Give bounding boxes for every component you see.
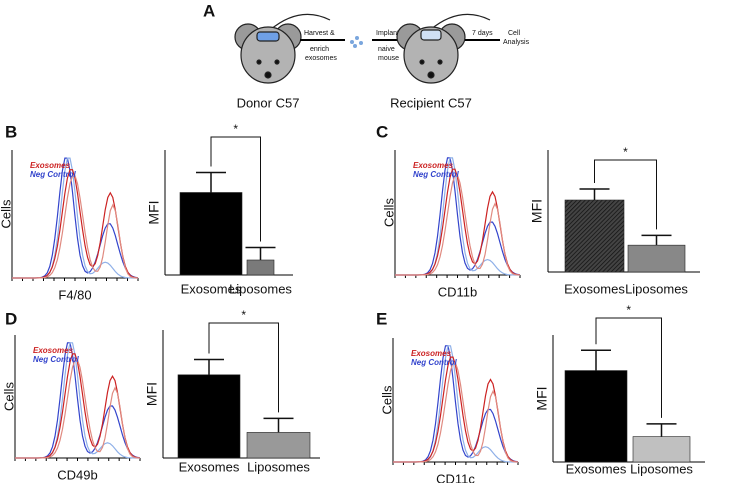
- y-axis-label: Cells: [1, 382, 16, 411]
- bar: [179, 192, 243, 276]
- step-text: mouse: [378, 55, 399, 62]
- step-text: exosomes: [305, 55, 337, 62]
- step-text: naive: [378, 46, 395, 53]
- significance-mark: *: [233, 122, 238, 136]
- significance-mark: *: [623, 145, 628, 159]
- donor-mouse: [234, 13, 331, 84]
- panel-label: D: [5, 309, 17, 328]
- histogram-curve: [12, 169, 139, 279]
- legend-label: Exosomes: [413, 161, 454, 170]
- significance-bracket: [595, 317, 662, 418]
- error-bar: [196, 171, 226, 193]
- error-bar: [194, 358, 224, 375]
- error-bar: [263, 417, 294, 433]
- bar: [177, 374, 241, 459]
- x-tick-label: Exosomes: [181, 281, 242, 296]
- x-axis-label: CD11b: [438, 284, 478, 299]
- bar: [627, 244, 686, 273]
- x-tick-label: Liposomes: [625, 281, 688, 296]
- step-text: Implant: [376, 30, 399, 37]
- legend-label: Exosomes: [411, 349, 452, 358]
- step-text: enrich: [310, 46, 329, 53]
- step-text: 7 days: [472, 30, 493, 37]
- legend-label: Neg Control: [33, 355, 80, 364]
- legend-label: Neg Control: [413, 170, 460, 179]
- x-axis-label: CD11c: [436, 471, 475, 483]
- bar: [246, 259, 275, 276]
- panel-label: C: [376, 122, 388, 141]
- mouse-label: Recipient C57: [390, 95, 472, 110]
- panel-label: B: [5, 122, 17, 141]
- y-axis-label: MFI: [146, 200, 162, 224]
- y-axis-label: MFI: [144, 382, 160, 406]
- significance-bracket: [208, 322, 279, 413]
- y-axis-label: MFI: [534, 386, 550, 410]
- histogram-curve: [15, 353, 141, 459]
- histogram-curve: [12, 175, 139, 279]
- panel-label: E: [376, 309, 387, 328]
- bar: [564, 199, 625, 273]
- x-tick-label: Liposomes: [630, 461, 693, 476]
- bar: [632, 436, 691, 463]
- y-axis-label: Cells: [0, 199, 13, 228]
- histogram-curve: [393, 356, 519, 463]
- legend-label: Exosomes: [30, 161, 71, 170]
- error-bar: [641, 234, 672, 246]
- y-axis-label: Cells: [381, 198, 396, 227]
- step-text: Analysis: [503, 39, 530, 46]
- x-tick-label: Liposomes: [247, 459, 310, 474]
- legend-label: Neg Control: [30, 170, 77, 179]
- x-tick-label: Exosomes: [564, 281, 625, 296]
- x-axis-label: CD49b: [57, 467, 97, 482]
- histogram-curve: [395, 174, 521, 276]
- x-tick-label: Exosomes: [566, 461, 627, 476]
- bar: [564, 370, 628, 463]
- y-axis-label: Cells: [379, 385, 394, 414]
- y-axis-label: MFI: [529, 199, 545, 223]
- x-axis-label: F4/80: [58, 287, 91, 302]
- panel-label: A: [203, 1, 215, 20]
- error-bar: [579, 188, 610, 201]
- error-bar: [245, 246, 276, 260]
- significance-mark: *: [626, 303, 631, 317]
- significance-bracket: [594, 159, 657, 230]
- recipient-mouse: [396, 13, 491, 84]
- x-tick-label: Liposomes: [229, 281, 292, 296]
- histogram-curve: [15, 359, 141, 459]
- error-bar: [646, 423, 677, 437]
- legend-label: Neg Control: [411, 358, 458, 367]
- x-tick-label: Exosomes: [179, 459, 240, 474]
- significance-mark: *: [241, 308, 246, 322]
- significance-bracket: [210, 136, 261, 242]
- histogram-curve: [393, 362, 519, 463]
- step-text: Harvest &: [304, 30, 335, 37]
- panel-a: A Harvest & enrich exosomes Implant naiv…: [203, 1, 530, 110]
- mouse-label: Donor C57: [237, 95, 300, 110]
- step-text: Cell: [508, 30, 521, 37]
- bar: [246, 432, 311, 459]
- legend-label: Exosomes: [33, 346, 74, 355]
- histogram-curve: [395, 168, 521, 276]
- error-bar: [581, 349, 611, 371]
- exosome-dots: [350, 36, 363, 48]
